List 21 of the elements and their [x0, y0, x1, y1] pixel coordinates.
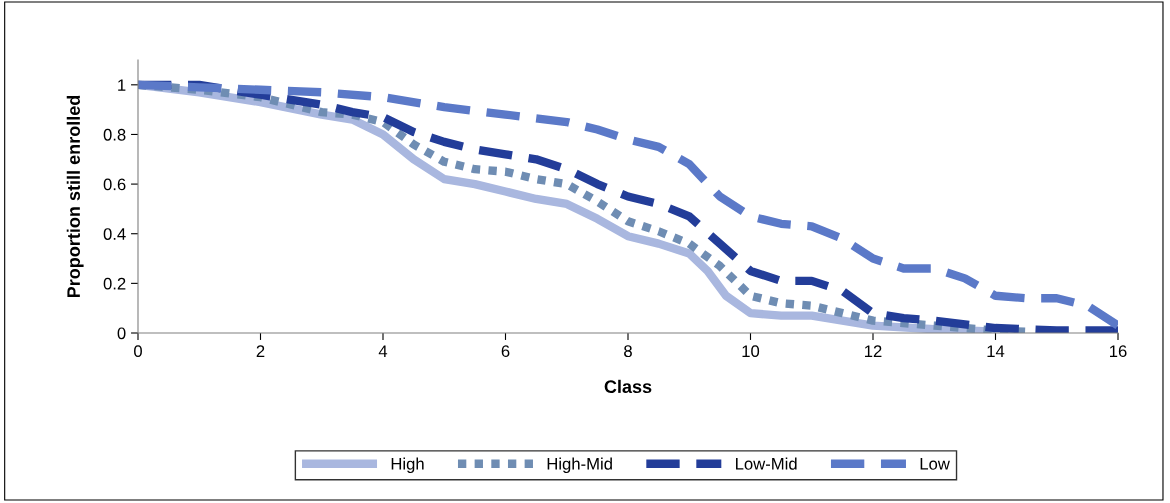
- legend-label: High-Mid: [547, 457, 612, 474]
- y-tick-label: 0: [117, 327, 126, 340]
- y-axis-title: Proportion still enrolled: [66, 95, 84, 298]
- x-tick-label: 2: [256, 345, 265, 357]
- x-tick-label: 6: [501, 345, 510, 358]
- y-tick-label: 0.4: [103, 228, 126, 240]
- y-tick-label: 0.6: [103, 178, 126, 191]
- x-tick-label: 8: [624, 345, 632, 358]
- x-tick-label: 0: [134, 345, 142, 358]
- y-tick-label: 1: [118, 79, 126, 91]
- y-tick-label: 0.2: [103, 277, 126, 290]
- legend-label: High: [391, 457, 424, 474]
- x-tick-label: 14: [987, 345, 1005, 357]
- y-tick-label: 0.8: [103, 128, 126, 141]
- legend-label: Low: [920, 458, 950, 470]
- x-axis-title: Class: [604, 379, 652, 394]
- x-tick-label: 12: [865, 345, 882, 357]
- x-tick-label: 16: [1110, 345, 1127, 358]
- legend-label: Low-Mid: [736, 457, 797, 470]
- x-tick-label: 10: [742, 345, 760, 358]
- x-tick-label: 4: [378, 345, 388, 357]
